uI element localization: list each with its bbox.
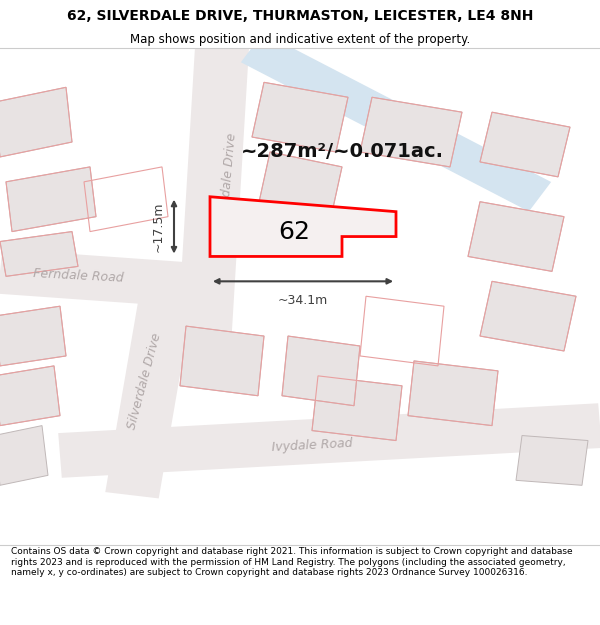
Polygon shape [480,112,570,177]
Polygon shape [0,366,60,426]
Text: 62, SILVERDALE DRIVE, THURMASTON, LEICESTER, LE4 8NH: 62, SILVERDALE DRIVE, THURMASTON, LEICES… [67,9,533,24]
Text: Silverdale Drive: Silverdale Drive [125,331,163,431]
Polygon shape [0,88,72,157]
Text: ~287m²/~0.071ac.: ~287m²/~0.071ac. [241,142,443,161]
Polygon shape [180,326,264,396]
Polygon shape [480,281,576,351]
Text: Contains OS data © Crown copyright and database right 2021. This information is : Contains OS data © Crown copyright and d… [11,548,572,578]
Text: ~17.5m: ~17.5m [152,201,165,252]
Text: Silverdale Drive: Silverdale Drive [217,132,239,232]
Polygon shape [516,436,588,485]
Polygon shape [258,152,342,222]
Polygon shape [468,202,564,271]
Polygon shape [105,283,195,498]
Text: Ferndale Road: Ferndale Road [32,268,124,285]
Polygon shape [0,232,78,276]
Polygon shape [0,306,66,366]
Polygon shape [408,361,498,426]
Text: 62: 62 [278,219,310,244]
Polygon shape [177,46,249,347]
Polygon shape [241,32,551,211]
Polygon shape [360,98,462,167]
Text: Map shows position and indicative extent of the property.: Map shows position and indicative extent… [130,33,470,46]
Polygon shape [252,82,348,152]
Polygon shape [6,167,96,232]
Text: ~34.1m: ~34.1m [278,294,328,307]
Polygon shape [0,249,212,309]
Polygon shape [0,426,48,485]
Polygon shape [282,336,360,406]
Polygon shape [312,376,402,441]
Polygon shape [210,197,396,256]
Text: Ivydale Road: Ivydale Road [271,437,353,454]
Polygon shape [58,403,600,478]
